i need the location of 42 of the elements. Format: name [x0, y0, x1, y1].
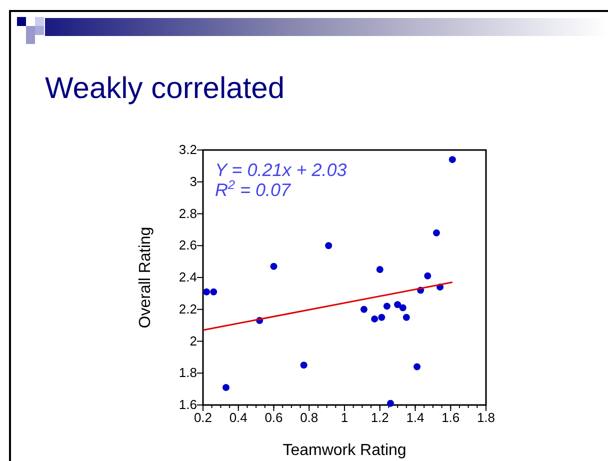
point: [424, 272, 432, 280]
y-tick-label: 2: [190, 333, 197, 348]
point: [222, 384, 230, 391]
point: [210, 288, 218, 296]
x-tick-label: 1.6: [442, 410, 460, 425]
y-tick-label: 3: [190, 174, 197, 189]
point: [386, 400, 394, 407]
point: [300, 362, 308, 369]
point: [203, 288, 210, 296]
point: [371, 315, 378, 322]
point: [448, 156, 456, 164]
x-tick-label: 1.4: [406, 410, 424, 425]
y-tick-label: 2.8: [178, 206, 197, 221]
y-tick-label: 2.2: [178, 301, 197, 316]
annotation: R$^{2}$ = 0.07: [215, 178, 292, 200]
y-tick-label: 3.2: [178, 142, 197, 157]
point: [383, 302, 390, 310]
point: [378, 314, 386, 321]
x-tick-label: 0.8: [300, 410, 318, 425]
y-tick-label: 2.4: [178, 270, 197, 284]
x-tick-label: 0.4: [229, 410, 248, 425]
point: [399, 304, 406, 312]
point: [432, 229, 440, 236]
point: [360, 306, 368, 313]
point: [402, 314, 410, 321]
y-tick-label: 1.6: [178, 397, 197, 412]
x-tick-label: 0.6: [264, 410, 283, 425]
y-axis-title: Overall Rating: [137, 226, 154, 328]
point: [270, 262, 278, 270]
chart-title: Weakly correlated: [45, 72, 285, 105]
point: [325, 242, 332, 250]
point: [394, 301, 402, 308]
x-tick-label: 1.2: [370, 410, 389, 425]
y-tick-label: 1.8: [178, 365, 197, 380]
annotation: Y = 0.21x + 2.03: [215, 160, 347, 180]
x-tick-label: 1: [340, 410, 348, 425]
x-tick-label: 1.8: [476, 410, 496, 425]
y-tick-label: 2.6: [178, 238, 197, 253]
x-tick-label: 0.2: [194, 410, 212, 425]
x-axis-title: Teamwork Rating: [282, 442, 406, 459]
point: [414, 363, 421, 370]
point: [376, 266, 384, 274]
